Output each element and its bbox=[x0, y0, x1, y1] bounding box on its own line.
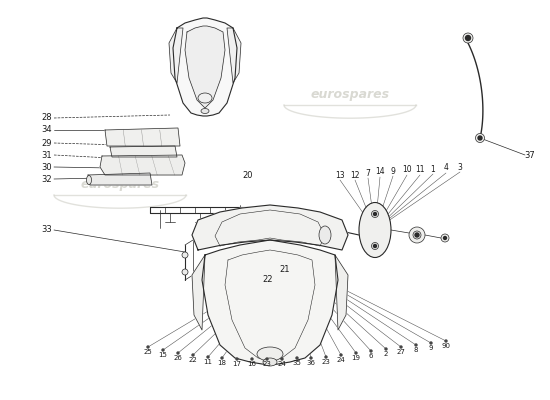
Ellipse shape bbox=[413, 231, 421, 239]
Text: eurospares: eurospares bbox=[80, 178, 160, 191]
Ellipse shape bbox=[263, 358, 277, 366]
Text: 6: 6 bbox=[368, 353, 373, 359]
Polygon shape bbox=[110, 146, 177, 157]
Text: 21: 21 bbox=[280, 266, 290, 274]
Circle shape bbox=[281, 358, 283, 360]
Text: 14: 14 bbox=[375, 168, 385, 176]
Circle shape bbox=[415, 344, 417, 346]
Polygon shape bbox=[105, 128, 180, 146]
Circle shape bbox=[400, 346, 402, 348]
Text: 16: 16 bbox=[248, 361, 256, 367]
Ellipse shape bbox=[182, 252, 188, 258]
Text: 36: 36 bbox=[306, 360, 316, 366]
Text: 35: 35 bbox=[293, 360, 301, 366]
Circle shape bbox=[355, 352, 357, 354]
Text: 15: 15 bbox=[158, 352, 167, 358]
Text: 34: 34 bbox=[41, 126, 52, 134]
Text: 25: 25 bbox=[144, 349, 152, 355]
Polygon shape bbox=[192, 255, 205, 330]
Polygon shape bbox=[169, 28, 183, 83]
Ellipse shape bbox=[441, 234, 449, 242]
Text: 19: 19 bbox=[351, 355, 360, 361]
Polygon shape bbox=[227, 28, 241, 83]
Circle shape bbox=[236, 358, 238, 360]
Text: 3: 3 bbox=[458, 162, 463, 172]
Text: 26: 26 bbox=[174, 355, 183, 361]
Text: 1: 1 bbox=[431, 164, 436, 174]
Circle shape bbox=[147, 346, 149, 348]
Circle shape bbox=[192, 354, 194, 356]
Polygon shape bbox=[335, 255, 348, 330]
Circle shape bbox=[478, 136, 482, 140]
Text: 11: 11 bbox=[415, 166, 425, 174]
Text: 33: 33 bbox=[41, 226, 52, 234]
Ellipse shape bbox=[86, 176, 91, 184]
Circle shape bbox=[221, 357, 223, 359]
Text: 2: 2 bbox=[384, 351, 388, 357]
Ellipse shape bbox=[359, 202, 391, 258]
Circle shape bbox=[373, 244, 377, 248]
Text: 18: 18 bbox=[217, 360, 227, 366]
Circle shape bbox=[207, 356, 209, 358]
Text: 20: 20 bbox=[243, 172, 253, 180]
Text: 11: 11 bbox=[204, 359, 212, 365]
Text: 90: 90 bbox=[442, 343, 450, 349]
Text: 28: 28 bbox=[41, 114, 52, 122]
Polygon shape bbox=[202, 240, 338, 365]
Text: 23: 23 bbox=[262, 361, 272, 367]
Circle shape bbox=[340, 354, 342, 356]
Polygon shape bbox=[100, 155, 185, 175]
Polygon shape bbox=[185, 26, 225, 108]
Text: 17: 17 bbox=[233, 361, 241, 367]
Text: 31: 31 bbox=[41, 150, 52, 160]
Text: 24: 24 bbox=[337, 357, 345, 363]
Text: 9: 9 bbox=[390, 166, 395, 176]
Text: 37: 37 bbox=[525, 150, 535, 160]
Text: 4: 4 bbox=[443, 164, 448, 172]
Text: 22: 22 bbox=[263, 276, 273, 284]
Text: 13: 13 bbox=[335, 170, 345, 180]
Text: 27: 27 bbox=[397, 349, 405, 355]
Circle shape bbox=[415, 233, 419, 237]
Circle shape bbox=[443, 236, 447, 240]
Circle shape bbox=[465, 36, 470, 40]
Ellipse shape bbox=[257, 347, 283, 361]
Circle shape bbox=[310, 357, 312, 359]
Text: eurospares: eurospares bbox=[310, 88, 389, 101]
Circle shape bbox=[430, 342, 432, 344]
Polygon shape bbox=[192, 205, 348, 250]
Text: 23: 23 bbox=[322, 359, 331, 365]
Circle shape bbox=[385, 348, 387, 350]
Text: 9: 9 bbox=[429, 345, 433, 351]
Circle shape bbox=[177, 352, 179, 354]
Circle shape bbox=[445, 340, 447, 342]
Circle shape bbox=[325, 356, 327, 358]
Ellipse shape bbox=[198, 93, 212, 103]
Ellipse shape bbox=[371, 242, 378, 250]
Text: 7: 7 bbox=[366, 168, 371, 178]
Text: 12: 12 bbox=[350, 170, 360, 180]
Ellipse shape bbox=[476, 134, 485, 142]
Text: 10: 10 bbox=[402, 166, 412, 174]
Circle shape bbox=[251, 358, 253, 360]
Text: 30: 30 bbox=[41, 162, 52, 172]
Ellipse shape bbox=[409, 227, 425, 243]
Ellipse shape bbox=[319, 226, 331, 244]
Circle shape bbox=[266, 358, 268, 360]
Text: 22: 22 bbox=[189, 357, 197, 363]
Ellipse shape bbox=[201, 108, 209, 114]
Text: 24: 24 bbox=[278, 361, 287, 367]
Circle shape bbox=[162, 349, 164, 351]
Text: 29: 29 bbox=[41, 138, 52, 148]
Text: 32: 32 bbox=[41, 174, 52, 184]
Ellipse shape bbox=[182, 269, 188, 275]
Polygon shape bbox=[173, 18, 237, 116]
Circle shape bbox=[373, 212, 377, 216]
Polygon shape bbox=[88, 173, 152, 185]
Ellipse shape bbox=[371, 210, 378, 218]
Circle shape bbox=[370, 350, 372, 352]
Text: 8: 8 bbox=[414, 347, 418, 353]
Ellipse shape bbox=[463, 33, 473, 43]
Circle shape bbox=[296, 357, 298, 359]
